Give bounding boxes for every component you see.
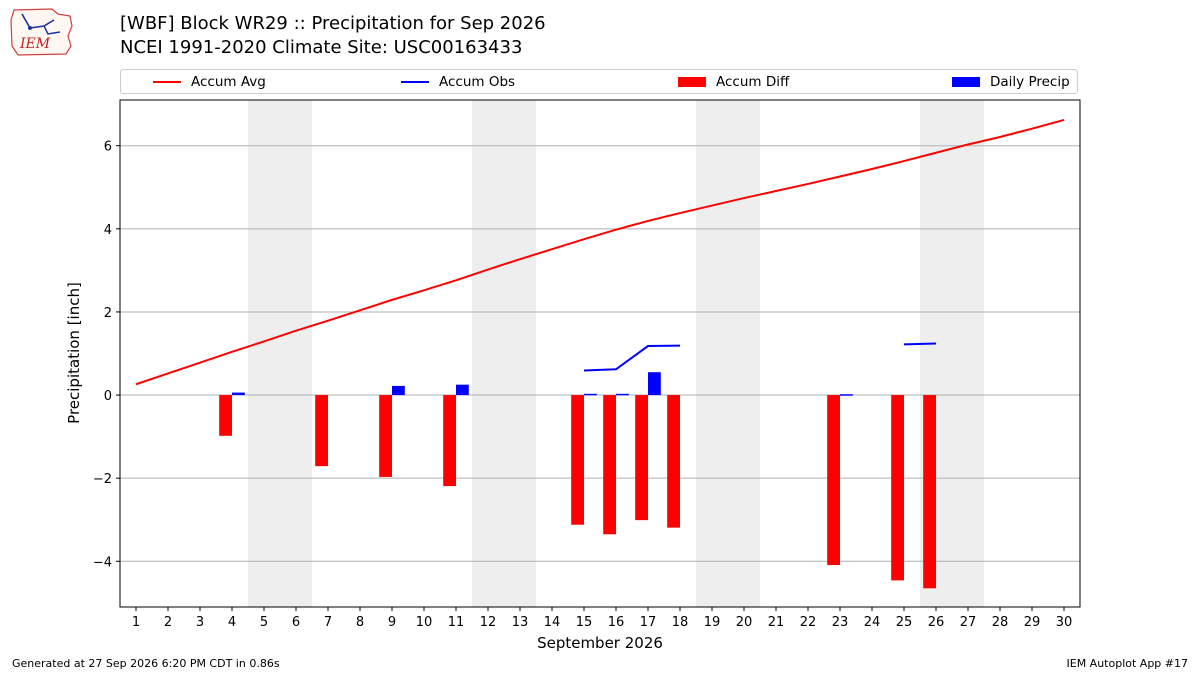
x-tick-label: 3 [196, 615, 204, 630]
x-tick-label: 1 [132, 615, 140, 630]
accum-obs-line-1 [903, 342, 937, 346]
weekend-shade-2 [696, 100, 760, 607]
accum-diff-bar [571, 395, 584, 525]
y-axis-label: Precipitation [inch] [65, 282, 83, 424]
footer-generated-text: Generated at 27 Sep 2026 6:20 PM CDT in … [12, 657, 280, 670]
accum-diff-bar [603, 395, 616, 535]
legend-swatch-daily-precip [952, 76, 980, 87]
x-tick-label: 23 [832, 615, 849, 630]
legend-item-accum-obs: Accum Obs [401, 70, 515, 93]
x-tick-label: 20 [736, 615, 753, 630]
x-tick-label: 13 [512, 615, 529, 630]
legend-item-accum-avg: Accum Avg [153, 70, 266, 93]
accum-diff-bar [891, 395, 904, 581]
y-tick-label: 0 [104, 389, 112, 404]
x-tick-label: 14 [544, 615, 561, 630]
x-tick-label: 12 [480, 615, 497, 630]
x-axis-label: September 2026 [537, 634, 663, 652]
daily-precip-bar [392, 385, 405, 396]
legend-item-accum-diff: Accum Diff [678, 70, 789, 93]
accum-diff-bar [827, 395, 840, 566]
x-tick-label: 7 [324, 615, 332, 630]
x-tick-label: 30 [1056, 615, 1073, 630]
daily-precip-bar [232, 392, 245, 396]
x-tick-label: 9 [388, 615, 396, 630]
x-tick-label: 8 [356, 615, 364, 630]
legend-swatch-accum-diff [678, 76, 706, 87]
x-tick-label: 21 [768, 615, 785, 630]
x-tick-label: 15 [576, 615, 593, 630]
y-tick-label: 4 [104, 223, 112, 238]
daily-precip-bar [648, 372, 661, 396]
iem-logo: IEM [10, 8, 73, 56]
x-tick-label: 18 [672, 615, 689, 630]
x-tick-label: 22 [800, 615, 817, 630]
accum-obs-line-0 [583, 344, 681, 372]
legend-swatch-accum-avg [153, 80, 181, 83]
x-tick-label: 4 [228, 615, 236, 630]
x-tick-label: 28 [992, 615, 1009, 630]
plot-frame [119, 99, 1081, 608]
x-tick-label: 24 [864, 615, 881, 630]
accum-diff-bar [219, 395, 232, 436]
x-tick-label: 25 [896, 615, 913, 630]
x-tick-label: 10 [416, 615, 433, 630]
x-tick-label: 2 [164, 615, 172, 630]
daily-precip-bar [840, 394, 853, 396]
accum-diff-bar [923, 395, 936, 589]
chart-title: [WBF] Block WR29 :: Precipitation for Se… [120, 13, 546, 34]
accum-diff-bar [667, 395, 680, 528]
x-tick-label: 17 [640, 615, 657, 630]
daily-precip-bar [616, 393, 629, 396]
legend-label-daily-precip: Daily Precip [990, 73, 1070, 90]
footer-app-label: IEM Autoplot App #17 [1066, 657, 1189, 670]
legend-label-accum-avg: Accum Avg [191, 73, 266, 90]
legend-item-daily-precip: Daily Precip [952, 70, 1070, 93]
y-tick-label: 2 [104, 306, 112, 321]
x-tick-label: 16 [608, 615, 625, 630]
legend-label-accum-obs: Accum Obs [439, 73, 516, 90]
accum-diff-bar [443, 395, 456, 487]
accum-diff-bar [315, 395, 328, 467]
chart-subtitle: NCEI 1991-2020 Climate Site: USC00163433 [120, 37, 523, 58]
x-tick-label: 19 [704, 615, 721, 630]
legend-label-accum-diff: Accum Diff [716, 73, 790, 90]
accum-diff-bar [379, 395, 392, 477]
chart-legend: Accum Avg Accum Obs Accum Diff Daily Pre… [120, 69, 1078, 94]
logo-text: IEM [19, 36, 51, 52]
y-tick-label: 6 [104, 140, 112, 155]
weekend-shade-1 [472, 100, 536, 607]
legend-swatch-accum-obs [401, 80, 429, 83]
x-tick-label: 27 [960, 615, 977, 630]
accum-avg-line [135, 118, 1065, 386]
accum-diff-bar [635, 395, 648, 521]
daily-precip-bar [584, 393, 597, 396]
x-tick-label: 5 [260, 615, 268, 630]
x-tick-label: 11 [448, 615, 465, 630]
weekend-shade-0 [248, 100, 312, 607]
x-tick-label: 26 [928, 615, 945, 630]
y-tick-label: −4 [93, 555, 112, 570]
y-tick-label: −2 [93, 472, 112, 487]
x-tick-label: 29 [1024, 615, 1041, 630]
daily-precip-bar [456, 384, 469, 396]
x-tick-label: 6 [292, 615, 300, 630]
